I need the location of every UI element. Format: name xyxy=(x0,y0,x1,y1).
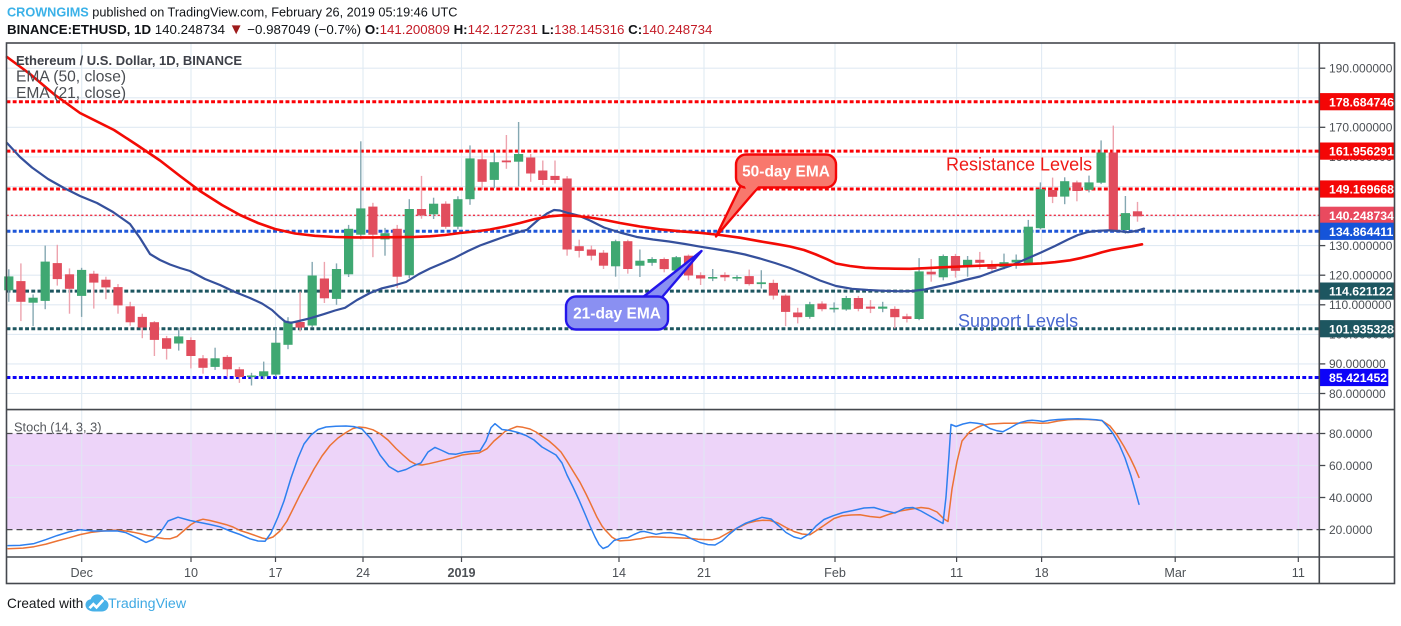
svg-text:EMA (50, close): EMA (50, close) xyxy=(16,69,126,86)
svg-text:CROWNGIMS published on Trading: CROWNGIMS published on TradingView.com, … xyxy=(7,6,457,20)
svg-text:21-day EMA: 21-day EMA xyxy=(573,306,661,323)
svg-text:80.000000: 80.000000 xyxy=(1329,387,1386,401)
svg-text:130.000000: 130.000000 xyxy=(1329,239,1393,253)
svg-text:Created with: Created with xyxy=(7,596,83,611)
svg-text:Stoch (14, 3, 3): Stoch (14, 3, 3) xyxy=(14,420,102,435)
svg-text:11: 11 xyxy=(1292,566,1305,580)
svg-text:134.864411: 134.864411 xyxy=(1329,225,1393,239)
svg-text:110.000000: 110.000000 xyxy=(1329,298,1392,312)
svg-text:140.248734: 140.248734 xyxy=(1329,209,1394,223)
svg-text:Resistance Levels: Resistance Levels xyxy=(946,155,1092,175)
svg-text:Dec: Dec xyxy=(70,566,92,580)
svg-text:17: 17 xyxy=(268,566,282,580)
svg-text:149.169668: 149.169668 xyxy=(1329,183,1394,197)
svg-text:24: 24 xyxy=(356,566,370,580)
svg-text:170.000000: 170.000000 xyxy=(1329,121,1393,135)
svg-text:20.0000: 20.0000 xyxy=(1329,523,1373,537)
svg-text:BINANCE:ETHUSD, 1D 140.248734: BINANCE:ETHUSD, 1D 140.248734 ▼ −0.98704… xyxy=(7,21,712,38)
svg-text:120.000000: 120.000000 xyxy=(1329,269,1393,283)
svg-text:85.421452: 85.421452 xyxy=(1329,371,1387,385)
svg-text:161.956291: 161.956291 xyxy=(1329,145,1394,159)
svg-text:18: 18 xyxy=(1035,566,1049,580)
svg-text:TradingView: TradingView xyxy=(108,596,187,612)
svg-text:40.0000: 40.0000 xyxy=(1329,491,1373,505)
svg-text:60.0000: 60.0000 xyxy=(1329,459,1373,473)
svg-text:114.621122: 114.621122 xyxy=(1329,285,1393,299)
svg-text:Feb: Feb xyxy=(824,566,846,580)
svg-text:Ethereum / U.S. Dollar, 1D, BI: Ethereum / U.S. Dollar, 1D, BINANCE xyxy=(16,53,242,68)
svg-text:Mar: Mar xyxy=(1164,566,1186,580)
svg-text:14: 14 xyxy=(612,566,626,580)
svg-text:190.000000: 190.000000 xyxy=(1329,62,1393,76)
svg-text:Support Levels: Support Levels xyxy=(958,311,1078,331)
svg-text:90.000000: 90.000000 xyxy=(1329,357,1386,371)
svg-text:EMA (21, close): EMA (21, close) xyxy=(16,85,126,102)
svg-text:80.0000: 80.0000 xyxy=(1329,427,1373,441)
svg-text:21: 21 xyxy=(697,566,711,580)
svg-text:101.935328: 101.935328 xyxy=(1329,322,1394,336)
svg-text:50-day EMA: 50-day EMA xyxy=(742,164,830,181)
svg-text:10: 10 xyxy=(184,566,198,580)
svg-text:11: 11 xyxy=(950,566,963,580)
svg-text:178.684746: 178.684746 xyxy=(1329,95,1394,109)
svg-text:2019: 2019 xyxy=(447,566,475,580)
